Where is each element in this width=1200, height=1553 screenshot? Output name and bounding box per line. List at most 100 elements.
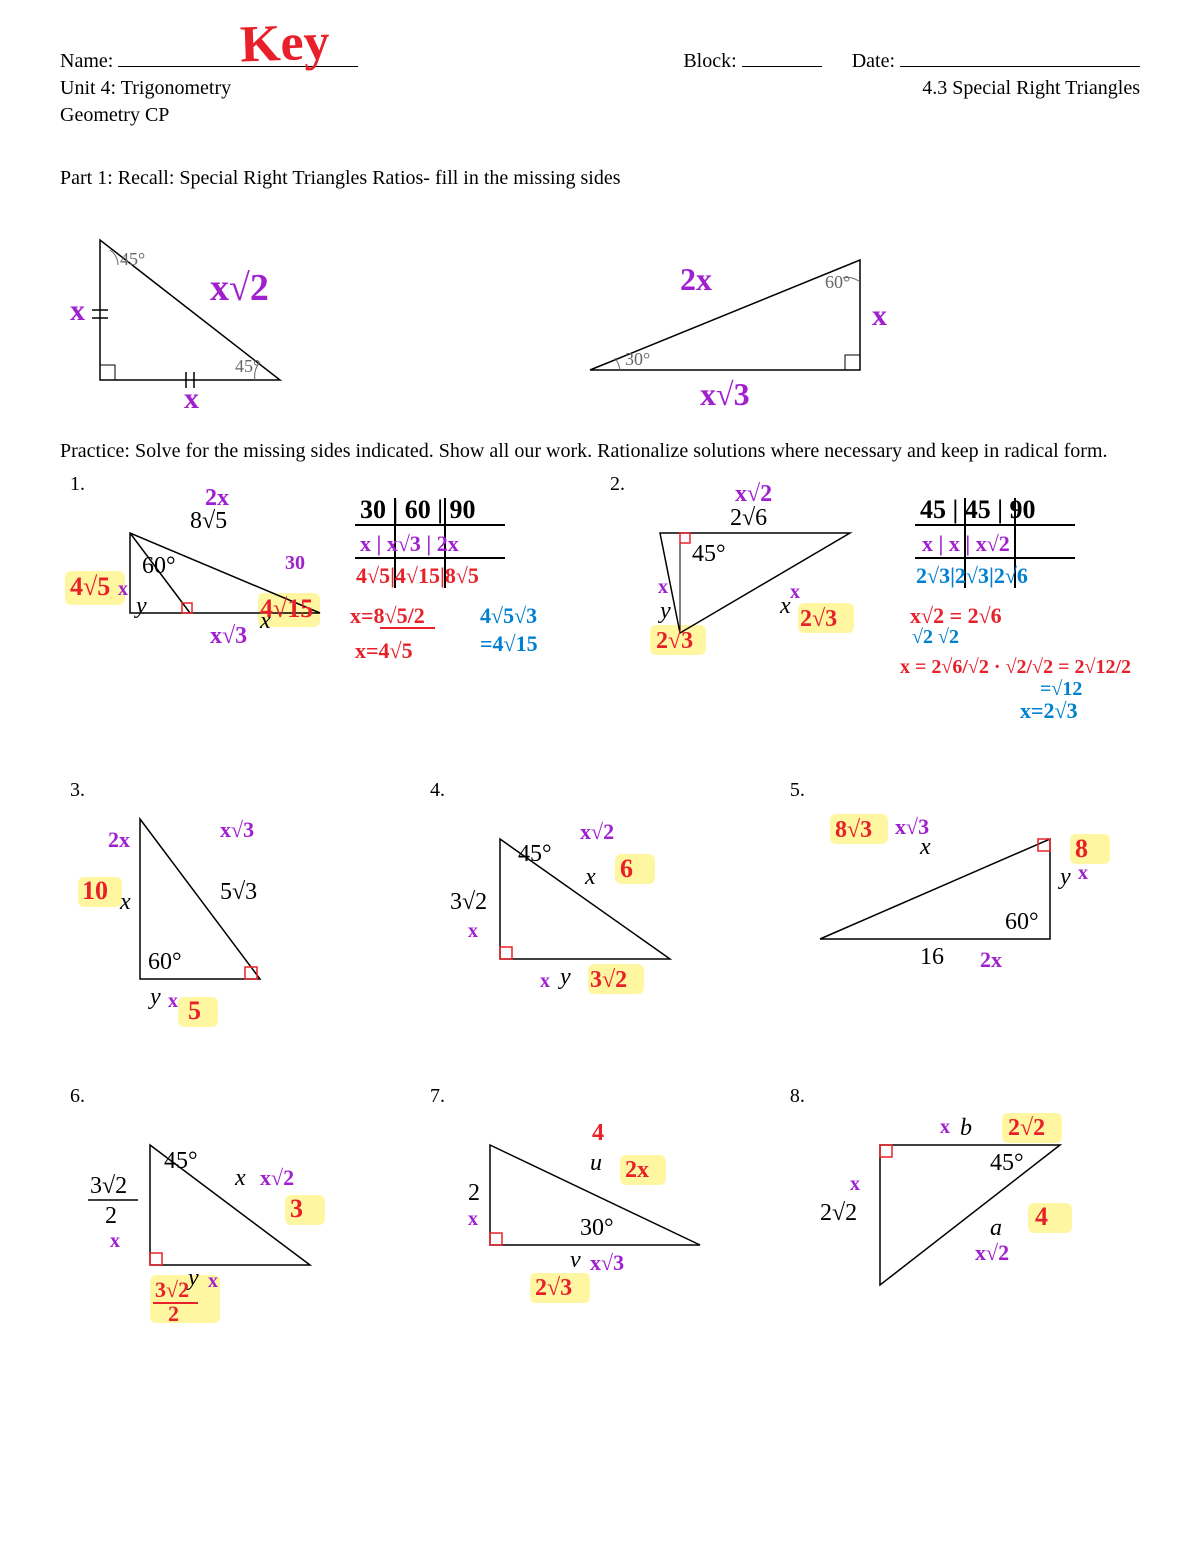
svg-text:u: u: [590, 1150, 602, 1176]
problem-3: 3. 60° 5√3 2x x√3 x 10 y x 5: [60, 779, 420, 1045]
problem-6: 6. 45° 3√2 2 x x x√2 3 y x 3√2 2: [60, 1085, 420, 1351]
p2-tbl-h: 45 | 45 | 90: [920, 495, 1035, 524]
svg-text:x: x: [1078, 862, 1088, 884]
reference-diagrams: 45° 45° x x x√2 30° 60° 2x x x√3: [60, 210, 1140, 410]
p5-xr3: x√3: [895, 814, 929, 839]
svg-text:y: y: [658, 598, 671, 624]
p2-angle: 45°: [692, 541, 726, 567]
p8-xr2: x√2: [975, 1240, 1009, 1265]
p2-w3: x = 2√6/√2 · √2/√2 = 2√12/2: [900, 656, 1131, 678]
problem-2: 2. 45° 2√6 x√2 x y 2√3 x x 2√3 45 | 45 |…: [600, 473, 1140, 739]
problem-1: 1. 60° 8√5 2x 30 4√5 x y x√3 x 4√15 30 |…: [60, 473, 600, 739]
svg-text:x: x: [940, 1116, 950, 1138]
leg-x-bot: x: [184, 382, 199, 415]
svg-text:y: y: [134, 593, 147, 619]
p5-ans-x: 8√3: [835, 817, 872, 843]
short-x: x: [872, 299, 887, 332]
problem-7: 7. 30° 2 x u 4 2x v x√3 2√3: [420, 1085, 780, 1351]
svg-text:y: y: [148, 984, 161, 1010]
p3-xr3: x√3: [220, 817, 254, 842]
subheader-row: Unit 4: Trigonometry 4.3 Special Right T…: [60, 77, 1140, 100]
svg-text:3√2: 3√2: [90, 1173, 127, 1199]
hyp-xr2: x√2: [210, 267, 269, 309]
p6-xr2: x√2: [260, 1165, 294, 1190]
p1-angle: 60°: [142, 553, 176, 579]
svg-text:x: x: [779, 593, 791, 619]
unit-text: Unit 4: Trigonometry: [60, 77, 231, 100]
p4-ans-x: 6: [620, 854, 633, 883]
p3-angle: 60°: [148, 949, 182, 975]
p7-given: 2: [468, 1180, 480, 1206]
problem-5: 5. 60° 16 x x√3 8√3 y 8 x 2x: [780, 779, 1140, 1045]
p7-ans-u: 2x: [625, 1157, 649, 1183]
p5-ans-y: 8: [1075, 834, 1088, 863]
problem-8: 8. 45° 2√2 x b x 2√2 a 4 x√2: [780, 1085, 1140, 1351]
p2-tbl-r1: x | x | x√2: [922, 531, 1010, 556]
problem-4: 4. 45° 3√2 x√2 x x 6 y x 3√2: [420, 779, 780, 1045]
p1-w4: =4√15: [480, 631, 538, 656]
p2-xr2: x√2: [735, 481, 772, 507]
p1-given: 8√5: [190, 508, 227, 534]
p1-w2: x=4√5: [355, 638, 413, 663]
p8-given: 2√2: [820, 1200, 857, 1226]
p5-angle: 60°: [1005, 909, 1039, 935]
p2-given: 2√6: [730, 505, 767, 531]
p8-ans-a: 4: [1035, 1202, 1048, 1231]
svg-text:x: x: [234, 1165, 246, 1191]
p2-w4: =√12: [1040, 678, 1082, 700]
p2-ans-y: 2√3: [656, 628, 693, 654]
date-field: Date:: [852, 50, 1140, 73]
date-label: Date:: [852, 50, 895, 72]
p3-given: 5√3: [220, 879, 257, 905]
key-annotation: Key: [239, 12, 331, 74]
p5-2x: 2x: [980, 947, 1002, 972]
svg-text:x: x: [208, 1270, 218, 1292]
svg-text:x: x: [850, 1173, 860, 1195]
p1-xr3: x√3: [210, 623, 247, 649]
svg-text:x: x: [110, 1230, 120, 1252]
p1-tbl-r2: 4√5|4√15|8√5: [356, 563, 479, 588]
svg-text:x: x: [119, 889, 131, 915]
triangle-45-45-90: 45° 45° x x x√2: [60, 210, 440, 410]
p5-num: 5.: [790, 779, 805, 802]
p3-num: 3.: [70, 779, 85, 802]
p1-tbl-r1: x | x√3 | 2x: [360, 531, 459, 556]
p2-x: x: [658, 576, 668, 598]
p1-2x: 2x: [205, 485, 229, 511]
p6-ans-x: 3: [290, 1194, 303, 1223]
p8-num: 8.: [790, 1085, 805, 1108]
part1-title: Part 1: Recall: Special Right Triangles …: [60, 167, 1140, 190]
p2-w2: √2 √2: [912, 626, 959, 648]
hyp-2x: 2x: [680, 261, 712, 297]
p1-w3: 4√5√3: [480, 603, 537, 628]
svg-text:x: x: [468, 1208, 478, 1230]
p7-xr3: x√3: [590, 1250, 624, 1275]
name-label: Name:: [60, 50, 113, 72]
p8-angle: 45°: [990, 1150, 1024, 1176]
p2-ans-x: 2√3: [800, 606, 837, 632]
svg-text:x: x: [584, 864, 596, 890]
p1-tbl-h: 30 | 60 | 90: [360, 495, 475, 524]
svg-text:x: x: [168, 990, 178, 1012]
triangle-30-60-90: 30° 60° 2x x x√3: [560, 210, 940, 410]
svg-text:2: 2: [105, 1203, 117, 1229]
p2-w1: x√2 = 2√6: [910, 603, 1002, 628]
p4-x-lab: x: [468, 920, 478, 942]
course-text: Geometry CP: [60, 104, 1140, 127]
block-label: Block:: [683, 50, 736, 72]
svg-text:y: y: [558, 964, 571, 990]
p7-angle: 30°: [580, 1215, 614, 1241]
svg-text:y: y: [1058, 864, 1071, 890]
practice-title: Practice: Solve for the missing sides in…: [60, 440, 1140, 463]
p2-w5: x=2√3: [1020, 698, 1078, 723]
p1-num: 1.: [70, 473, 85, 496]
angle-60: 60°: [825, 272, 850, 292]
p6-num: 6.: [70, 1085, 85, 1108]
svg-text:b: b: [960, 1115, 972, 1141]
p4-given: 3√2: [450, 889, 487, 915]
angle-30: 30°: [625, 349, 650, 369]
topic-text: 4.3 Special Right Triangles: [922, 77, 1140, 100]
p1-ans-y: 4√5: [70, 572, 110, 601]
angle-45-bot: 45°: [235, 356, 260, 376]
leg-x-left: x: [70, 294, 85, 327]
